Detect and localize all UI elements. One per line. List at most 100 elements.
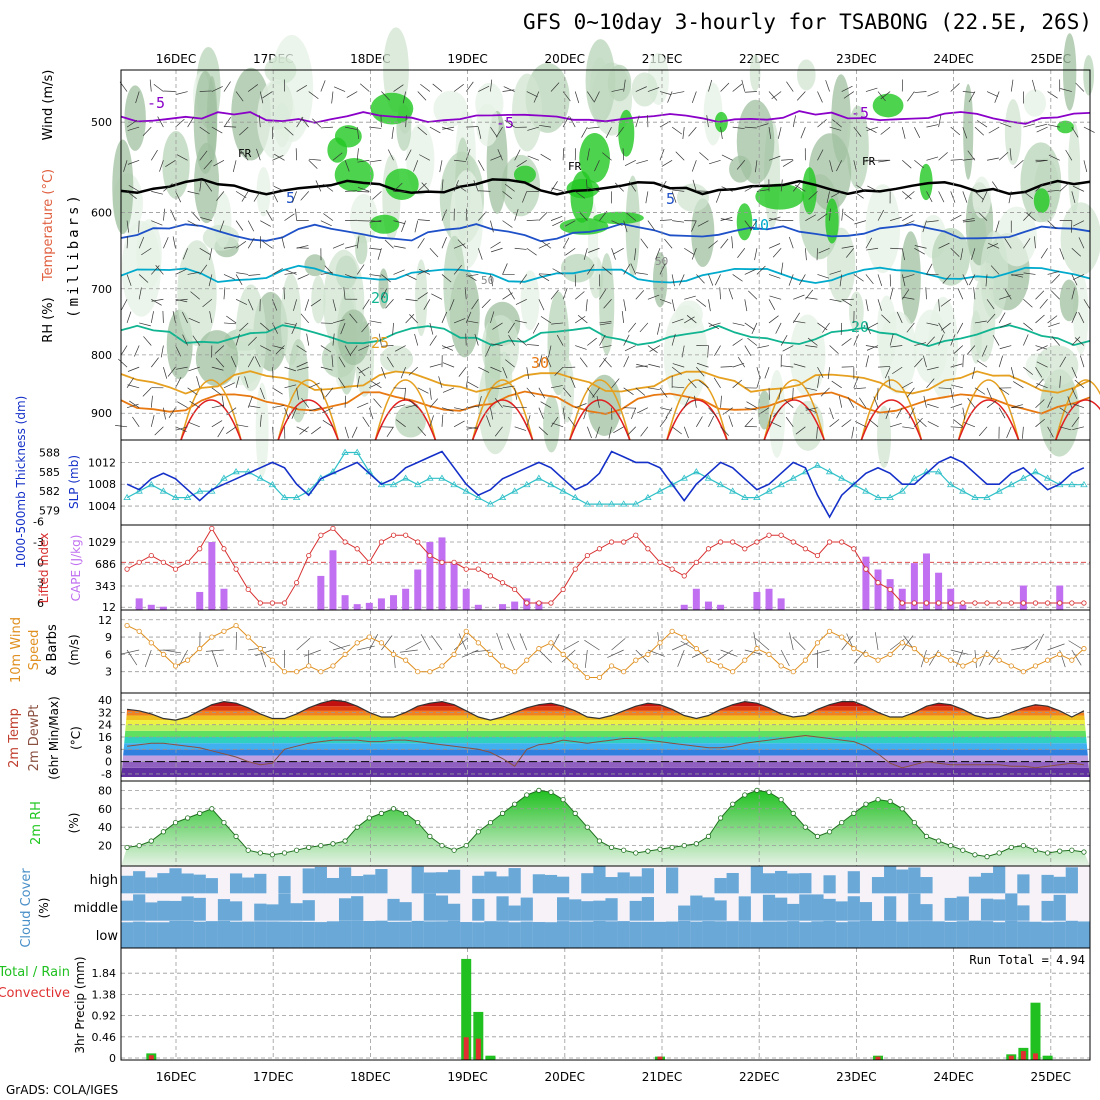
cloud-cell xyxy=(920,904,933,921)
wind-barb xyxy=(769,218,782,221)
wind-barb xyxy=(880,126,891,135)
rh-shade xyxy=(202,224,240,251)
wind-barb xyxy=(782,159,794,167)
rh-line-marker xyxy=(802,824,808,830)
wind-barb xyxy=(671,191,677,203)
wind-barb xyxy=(751,322,758,335)
cloud-cell xyxy=(1017,905,1030,921)
wind10-barb xyxy=(1071,649,1082,666)
wind10-line-marker xyxy=(705,657,712,663)
cloud-cell xyxy=(532,922,545,948)
wind-barb xyxy=(266,210,273,221)
contour-label: -5 xyxy=(496,114,514,132)
wind-barb xyxy=(768,243,781,249)
wind-barb xyxy=(820,387,830,397)
wind-barb xyxy=(532,322,540,334)
wind-barb xyxy=(381,91,390,101)
wind-barb xyxy=(772,407,782,417)
lifted-index-line-marker xyxy=(608,539,615,545)
wind10-barb xyxy=(717,649,733,661)
thickness-line-marker xyxy=(728,487,737,494)
wind-barb xyxy=(1036,383,1048,389)
lifted-index-line-marker xyxy=(1069,600,1075,606)
thickness-line-marker xyxy=(220,474,228,481)
wind-barb xyxy=(923,355,927,368)
wind-barb xyxy=(994,91,1000,103)
cloud-cell xyxy=(641,921,654,948)
wind10-line-marker xyxy=(1069,657,1075,663)
thickness-line-marker xyxy=(292,493,301,501)
wind-barb xyxy=(409,314,419,324)
cloud-cell xyxy=(859,920,873,948)
wind-barb xyxy=(605,126,612,138)
wind-barb xyxy=(1047,189,1060,192)
wind-barb xyxy=(438,376,443,388)
wind-barb xyxy=(731,236,734,249)
cloud-cell xyxy=(629,921,642,948)
wind-barb xyxy=(356,375,360,388)
wind-barb xyxy=(126,191,137,199)
wind-barb xyxy=(902,191,912,200)
wind-barb xyxy=(843,213,855,221)
cloud-cell xyxy=(363,874,376,894)
rh-shade xyxy=(1004,99,1022,166)
precip-tick: 0 xyxy=(109,1052,116,1065)
wind-barb xyxy=(671,366,682,375)
wind-barb xyxy=(324,265,334,275)
cloud-cell xyxy=(629,876,642,894)
cape-bar xyxy=(947,588,955,610)
cloud-cell xyxy=(472,898,485,921)
wind-barb xyxy=(466,426,479,430)
rh-ylabel-unit-text: (%) xyxy=(67,813,81,834)
wind10-line-marker xyxy=(584,674,590,681)
wind-barb xyxy=(792,387,794,400)
rh-shade xyxy=(433,90,468,127)
wind-barb xyxy=(284,126,294,136)
wind-barb xyxy=(562,237,570,249)
cloud-cell xyxy=(447,869,461,894)
lifted-index-line-marker xyxy=(185,559,191,565)
wind-barb xyxy=(150,311,154,324)
wind-barb xyxy=(345,126,357,130)
wind-barb xyxy=(135,91,140,104)
thickness-line-marker xyxy=(1043,474,1052,481)
cloud-cell xyxy=(145,902,158,921)
wind-barb xyxy=(768,414,772,427)
wind-barb xyxy=(356,264,365,275)
cloud-cell xyxy=(835,901,848,921)
lifted-index-line-marker xyxy=(342,539,348,545)
wind-barb xyxy=(320,271,333,275)
wind-barb xyxy=(826,191,830,204)
cape-bar xyxy=(922,553,930,610)
cloud-cell xyxy=(908,893,921,921)
wind-barb xyxy=(226,407,237,416)
wind-barb xyxy=(608,426,612,439)
wind-barb xyxy=(881,314,891,324)
cloud-cell xyxy=(205,921,218,948)
wind-barb xyxy=(393,182,403,192)
rh-line-marker xyxy=(766,789,772,795)
wind-barb xyxy=(805,297,818,300)
cape-ylabel: CAPE (J/kg) xyxy=(69,535,83,602)
wind-barb xyxy=(204,181,213,192)
contour-label: -5 xyxy=(147,94,165,112)
warm-isotherm xyxy=(277,399,339,441)
wind-barb xyxy=(614,182,624,192)
precip-convective-bar xyxy=(875,1056,881,1060)
lifted-index-line-marker xyxy=(851,546,857,552)
cloud-layer-label: high xyxy=(90,873,118,888)
wind10-line-marker xyxy=(1057,651,1063,657)
lifted-index-line-marker xyxy=(742,546,748,552)
warm-isotherm xyxy=(374,399,437,441)
wind-barb xyxy=(1036,126,1048,133)
wind10-line-marker xyxy=(681,634,687,640)
cloud-cell xyxy=(714,878,727,894)
cloud-cell xyxy=(338,867,352,894)
wind-barb xyxy=(395,419,406,428)
wind-barb xyxy=(211,404,224,409)
wind-barb xyxy=(732,362,745,368)
lifted-index-line-marker xyxy=(826,539,833,545)
wind-barb xyxy=(272,155,284,161)
rh-ylabel-text: 2m RH xyxy=(29,801,44,845)
wind-barb xyxy=(562,407,566,420)
